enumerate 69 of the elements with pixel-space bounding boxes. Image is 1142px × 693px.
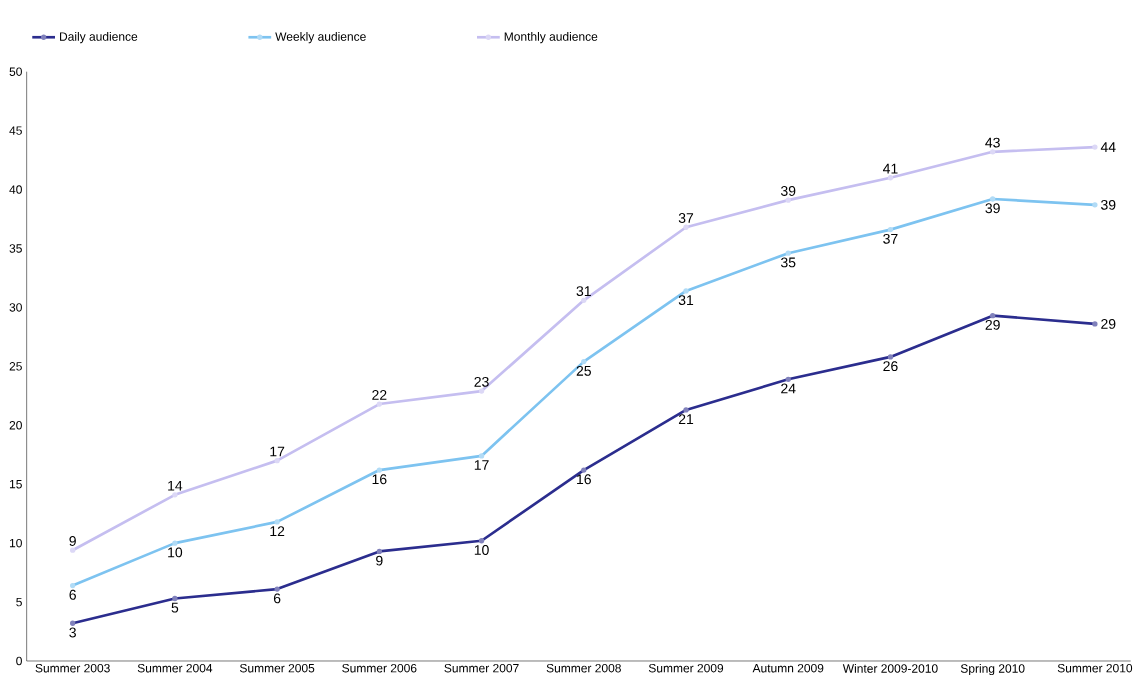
data-label: 6 [69,589,76,600]
x-tick-label: Summer 2009 [648,663,724,673]
y-tick-label: 40 [9,185,22,194]
data-label: 3 [69,627,76,638]
y-tick-label: 30 [9,303,22,312]
point [70,547,76,553]
x-tick-label: Summer 2003 [35,663,110,673]
x-tick-label: Summer 2004 [137,663,213,673]
data-label: 29 [1101,318,1116,329]
y-tick-label: 0 [16,656,22,666]
data-label: 29 [985,319,1000,330]
data-label: 31 [576,286,591,297]
data-label: 16 [372,474,387,485]
legend-label: Monthly audience [504,32,598,44]
x-tick-label: Summer 2010 [1057,663,1133,673]
y-tick-label: 5 [16,597,22,607]
data-label: 39 [985,203,1000,214]
data-label: 39 [1101,199,1116,210]
point [683,224,689,230]
y-tick-label: 10 [9,538,22,548]
point [478,388,485,394]
data-label: 24 [781,383,796,394]
x-tick-label: Summer 2007 [444,663,519,673]
x-tick-label: Spring 2010 [960,663,1025,676]
data-label: 41 [882,163,898,174]
point [785,197,791,203]
data-label: 12 [270,526,285,536]
data-label: 31 [678,295,694,306]
data-label: 43 [985,137,1000,148]
data-label: 39 [780,185,796,196]
data-label: 25 [576,365,591,376]
legend-label: Daily audience [60,32,138,44]
point [274,457,280,464]
x-tick-label: Autumn 2009 [752,663,824,673]
y-tick-label: 25 [9,362,22,371]
point [376,401,383,407]
point [1092,144,1098,150]
data-label: 37 [678,213,694,223]
point [887,175,894,181]
point [990,149,996,155]
data-label: 16 [577,474,591,485]
data-label: 17 [474,460,489,470]
x-tick-label: Winter 2009-2010 [842,663,938,673]
x-tick-label: Summer 2008 [546,663,621,673]
data-label: 9 [69,536,76,546]
y-tick-label: 45 [9,126,22,135]
data-label: 35 [780,257,796,268]
data-label: 44 [1100,142,1116,152]
data-label: 14 [168,480,183,491]
point [172,492,178,498]
data-label: 22 [372,390,387,400]
data-label: 10 [168,547,183,558]
data-label: 17 [270,446,285,457]
x-tick-label: Summer 2006 [342,663,417,673]
data-label: 37 [883,233,898,244]
x-tick-label: Summer 2005 [239,663,315,673]
data-label: 6 [273,593,281,604]
data-label: 10 [474,545,489,555]
y-tick-label: 20 [9,421,22,430]
y-tick-label: 15 [9,480,22,489]
data-label: 5 [171,602,179,613]
data-label: 9 [376,555,383,566]
data-label: 26 [883,361,898,372]
data-label: 21 [678,414,694,424]
point [581,297,587,303]
y-tick-label: 50 [9,67,22,76]
y-tick-label: 35 [9,244,22,253]
legend-label: Weekly audience [275,32,366,44]
data-label: 23 [474,376,489,387]
